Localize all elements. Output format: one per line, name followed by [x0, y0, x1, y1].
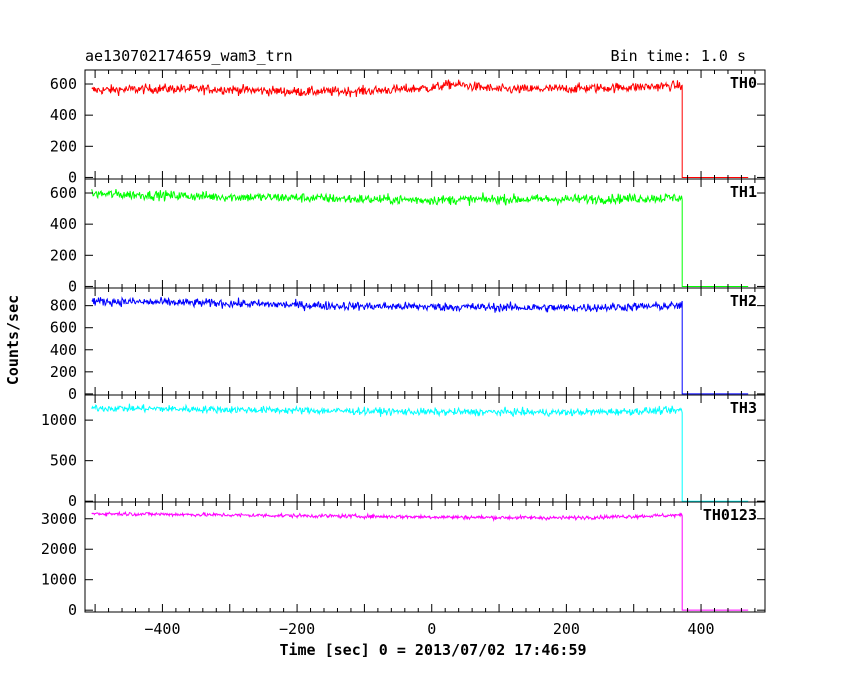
chart-title: ae130702174659_wam3_trn — [85, 47, 293, 65]
series-line-th3 — [91, 403, 749, 502]
y-tick-label: 1000 — [41, 571, 77, 589]
y-tick-label: 0 — [68, 277, 77, 295]
panel-label: TH0123 — [703, 506, 757, 524]
panel-th0: 0 200 400 600 TH0 — [50, 69, 766, 186]
y-tick-label: 200 — [50, 246, 77, 264]
x-tick-label: 0 — [427, 620, 436, 638]
series-line-th0 — [91, 79, 749, 178]
y-tick-label: 500 — [50, 452, 77, 470]
panel-th0123: 0 1000 2000 3000 TH0123 — [41, 501, 766, 619]
series-line-th0123 — [91, 510, 749, 611]
y-tick-label: 2000 — [41, 540, 77, 558]
y-tick-label: 0 — [68, 492, 77, 510]
y-tick-label: 400 — [50, 341, 77, 359]
series-line-th1 — [91, 188, 749, 287]
y-tick-label: 600 — [50, 184, 77, 202]
panel-label: TH2 — [730, 292, 757, 310]
x-tick-label: 400 — [687, 620, 714, 638]
y-tick-label: 400 — [50, 215, 77, 233]
panels-group: 0 200 400 600 TH0 0 200 400 600 TH1 0 200 400 600 800 T… — [41, 69, 766, 638]
y-tick-label: 200 — [50, 137, 77, 155]
y-tick-label: 200 — [50, 363, 77, 381]
panel-th2: 0 200 400 600 800 TH2 — [50, 287, 766, 403]
panel-label: TH1 — [730, 183, 757, 201]
y-tick-label: 3000 — [41, 510, 77, 528]
y-tick-label: 800 — [50, 297, 77, 315]
y-tick-label: 0 — [68, 168, 77, 186]
panel-th1: 0 200 400 600 TH1 — [50, 178, 766, 295]
y-tick-label: 0 — [68, 601, 77, 619]
x-tick-label: −400 — [144, 620, 180, 638]
y-tick-label: 400 — [50, 106, 77, 124]
panel-frame — [84, 287, 766, 396]
panel-label: TH3 — [730, 399, 757, 417]
x-tick-label: −200 — [279, 620, 315, 638]
y-tick-label: 1000 — [41, 411, 77, 429]
y-tick-label: 600 — [50, 319, 77, 337]
panel-label: TH0 — [730, 74, 757, 92]
x-axis-title: Time [sec] 0 = 2013/07/02 17:46:59 — [279, 641, 586, 659]
series-line-th2 — [91, 296, 749, 395]
bin-time-label: Bin time: 1.0 s — [611, 47, 746, 65]
y-tick-label: 600 — [50, 75, 77, 93]
y-tick-label: 0 — [68, 385, 77, 403]
panel-frame — [84, 178, 766, 289]
panel-frame — [84, 501, 766, 613]
y-axis-title: Counts/sec — [4, 295, 22, 385]
panel-th3: 0 500 1000 TH3 — [41, 394, 766, 510]
x-tick-label: 200 — [553, 620, 580, 638]
